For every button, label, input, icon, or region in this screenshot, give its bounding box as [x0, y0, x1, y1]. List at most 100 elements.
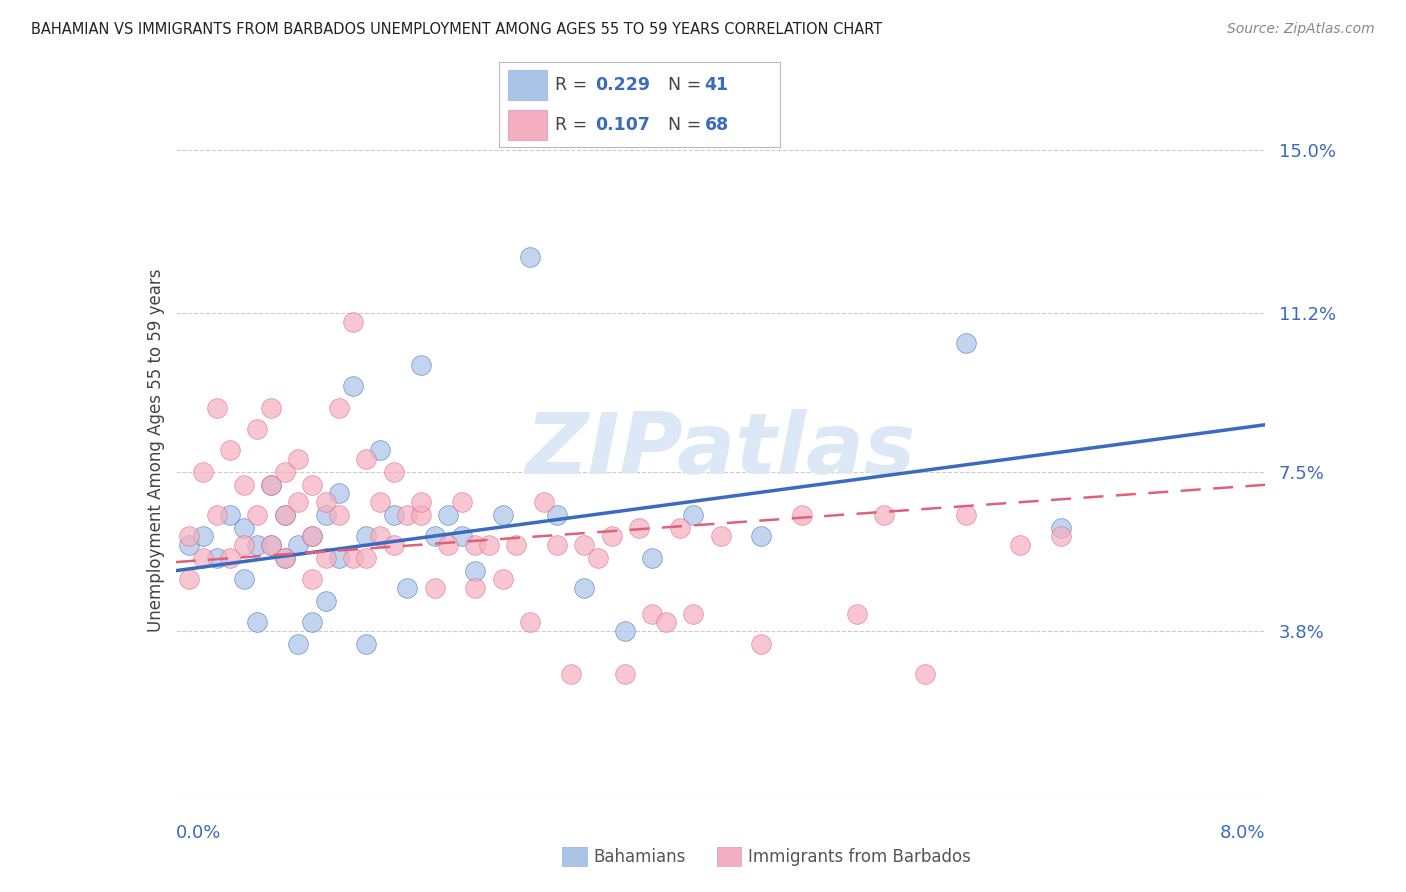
Point	[246, 508, 269, 522]
Point	[382, 538, 405, 552]
Point	[232, 478, 254, 492]
Point	[368, 529, 391, 543]
Point	[328, 550, 350, 565]
Point	[179, 538, 201, 552]
Point	[464, 564, 486, 578]
Point	[328, 486, 350, 500]
Point	[1050, 529, 1073, 543]
Point	[342, 379, 364, 393]
Point	[274, 550, 297, 565]
Point	[232, 521, 254, 535]
Bar	[508, 70, 547, 100]
Point	[382, 465, 405, 479]
Point	[396, 508, 419, 522]
Point	[546, 508, 568, 522]
Point	[342, 550, 364, 565]
Point	[368, 443, 391, 458]
Point	[423, 529, 446, 543]
Point	[450, 529, 472, 543]
Point	[586, 550, 609, 565]
Point	[641, 607, 664, 621]
Point	[423, 581, 446, 595]
Text: 0.0%: 0.0%	[176, 824, 221, 842]
Text: ZIPatlas: ZIPatlas	[526, 409, 915, 492]
Point	[560, 666, 582, 681]
Point	[450, 495, 472, 509]
Point	[492, 572, 515, 586]
Y-axis label: Unemployment Among Ages 55 to 59 years: Unemployment Among Ages 55 to 59 years	[146, 268, 165, 632]
Point	[873, 508, 896, 522]
Point	[246, 422, 269, 436]
Point	[368, 495, 391, 509]
Point	[191, 550, 214, 565]
Point	[955, 336, 977, 351]
Point	[409, 358, 432, 372]
Point	[356, 452, 378, 467]
Text: 8.0%: 8.0%	[1220, 824, 1265, 842]
Point	[914, 666, 936, 681]
Point	[655, 615, 678, 630]
Point	[505, 538, 527, 552]
Point	[232, 538, 254, 552]
Text: R =: R =	[555, 76, 593, 94]
Point	[682, 607, 704, 621]
Point	[342, 315, 364, 329]
Point	[519, 615, 541, 630]
Point	[437, 508, 460, 522]
Point	[356, 637, 378, 651]
Point	[287, 495, 309, 509]
Point	[627, 521, 650, 535]
Point	[409, 508, 432, 522]
Text: N =: N =	[668, 116, 707, 134]
Point	[315, 495, 337, 509]
Point	[614, 666, 637, 681]
Point	[328, 401, 350, 415]
Text: 68: 68	[704, 116, 728, 134]
Point	[287, 538, 309, 552]
Point	[382, 508, 405, 522]
Point	[205, 508, 228, 522]
Point	[464, 538, 486, 552]
Point	[600, 529, 623, 543]
Point	[574, 538, 596, 552]
Point	[315, 593, 337, 607]
Point	[751, 637, 773, 651]
Point	[219, 508, 242, 522]
Point	[396, 581, 419, 595]
Point	[328, 508, 350, 522]
Point	[179, 572, 201, 586]
Point	[668, 521, 690, 535]
Point	[260, 401, 283, 415]
Point	[205, 401, 228, 415]
Text: Bahamians: Bahamians	[593, 848, 686, 866]
Text: 0.229: 0.229	[595, 76, 650, 94]
Point	[315, 550, 337, 565]
Point	[287, 637, 309, 651]
Point	[260, 538, 283, 552]
Point	[710, 529, 733, 543]
Point	[1050, 521, 1073, 535]
Point	[1010, 538, 1032, 552]
Text: R =: R =	[555, 116, 593, 134]
Point	[260, 478, 283, 492]
Point	[641, 550, 664, 565]
Point	[682, 508, 704, 522]
Point	[315, 508, 337, 522]
Point	[301, 478, 323, 492]
Point	[792, 508, 814, 522]
Point	[519, 250, 541, 264]
Point	[437, 538, 460, 552]
Text: BAHAMIAN VS IMMIGRANTS FROM BARBADOS UNEMPLOYMENT AMONG AGES 55 TO 59 YEARS CORR: BAHAMIAN VS IMMIGRANTS FROM BARBADOS UNE…	[31, 22, 882, 37]
Point	[751, 529, 773, 543]
Point	[301, 615, 323, 630]
Point	[205, 550, 228, 565]
Point	[464, 581, 486, 595]
Point	[246, 538, 269, 552]
Text: Immigrants from Barbados: Immigrants from Barbados	[748, 848, 972, 866]
Point	[574, 581, 596, 595]
Text: 41: 41	[704, 76, 728, 94]
Point	[274, 508, 297, 522]
Point	[533, 495, 555, 509]
Point	[492, 508, 515, 522]
Point	[301, 572, 323, 586]
